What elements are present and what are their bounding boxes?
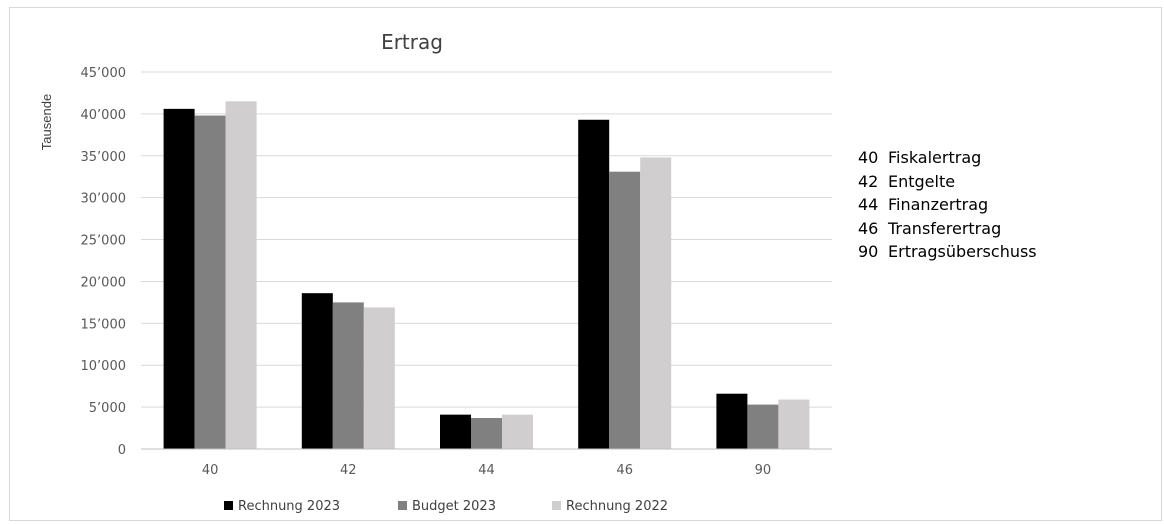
key-code: 44 xyxy=(858,195,879,214)
y-tick-label: 45’000 xyxy=(81,66,127,81)
legend: Rechnung 2023 Budget 2023 Rechnung 2022 xyxy=(224,499,668,514)
y-tick-label: 25’000 xyxy=(81,234,127,249)
key-row: 46 Transferertrag xyxy=(858,217,1037,241)
key-code: 40 xyxy=(858,148,879,167)
bar-budget-2023-46 xyxy=(609,171,641,449)
key-row: 42 Entgelte xyxy=(858,170,1037,194)
legend-label: Rechnung 2022 xyxy=(566,499,668,514)
x-tick-label: 40 xyxy=(202,463,219,478)
key-code: 46 xyxy=(858,218,879,238)
y-tick-label: 20’000 xyxy=(81,275,127,290)
bars xyxy=(163,101,810,450)
key-label: Entgelte xyxy=(888,171,956,191)
y-tick-label: 10’000 xyxy=(81,359,127,374)
bar-budget-2023-42 xyxy=(332,302,364,449)
key-label: Fiskalertrag xyxy=(888,148,982,167)
legend-swatch xyxy=(398,501,407,510)
bar-rechnung-2023-46 xyxy=(578,119,610,450)
bar-rechnung-2022-40 xyxy=(225,101,257,450)
bar-rechnung-2023-42 xyxy=(301,293,333,449)
key-row: 44 Finanzertrag xyxy=(858,193,1037,217)
key-label: Transferertrag xyxy=(888,218,1002,238)
y-tick-label: 35’000 xyxy=(81,150,127,165)
bar-budget-2023-44 xyxy=(471,418,502,449)
key-row: 40 Fiskalertrag xyxy=(858,146,1037,170)
x-tick-label: 46 xyxy=(616,463,633,478)
x-axis-ticks: 40 42 44 46 90 xyxy=(202,463,771,478)
x-tick-label: 90 xyxy=(755,463,772,478)
key-row: 90 Ertragsüberschuss xyxy=(858,240,1037,264)
bar-rechnung-2022-90 xyxy=(778,399,810,449)
y-axis-ticks: 0 5’000 10’000 15’000 20’000 25’000 30’000 35’0… xyxy=(81,66,127,458)
bar-rechnung-2023-40 xyxy=(163,108,195,450)
legend-label: Budget 2023 xyxy=(412,499,496,514)
legend-label: Rechnung 2023 xyxy=(238,499,340,514)
key-code: 42 xyxy=(858,171,879,191)
y-tick-label: 40’000 xyxy=(81,108,127,123)
bar-rechnung-2022-42 xyxy=(363,307,395,449)
legend-swatch xyxy=(224,501,233,510)
y-tick-label: 5’000 xyxy=(89,401,126,416)
y-axis-label: Tausende xyxy=(39,94,54,150)
y-tick-label: 0 xyxy=(118,443,126,458)
x-tick-label: 44 xyxy=(478,463,495,478)
y-tick-label: 30’000 xyxy=(81,192,127,207)
bar-budget-2023-90 xyxy=(747,404,779,449)
bar-rechnung-2022-44 xyxy=(502,414,533,449)
key-label: Ertragsüberschuss xyxy=(888,242,1037,261)
y-tick-label: 15’000 xyxy=(81,317,127,332)
key-label: Finanzertrag xyxy=(888,195,989,214)
bar-rechnung-2023-90 xyxy=(716,393,748,449)
bar-rechnung-2023-44 xyxy=(440,414,471,449)
chart-frame xyxy=(9,7,1162,521)
legend-swatch xyxy=(552,501,561,510)
chart-title: Ertrag xyxy=(381,30,443,54)
x-tick-label: 42 xyxy=(340,463,357,478)
bar-rechnung-2022-46 xyxy=(640,157,672,449)
key-code: 90 xyxy=(858,242,879,261)
bar-budget-2023-40 xyxy=(194,115,226,449)
category-key: 40 Fiskalertrag 42 Entgelte 44 Finanzertrag 46… xyxy=(858,146,1037,264)
